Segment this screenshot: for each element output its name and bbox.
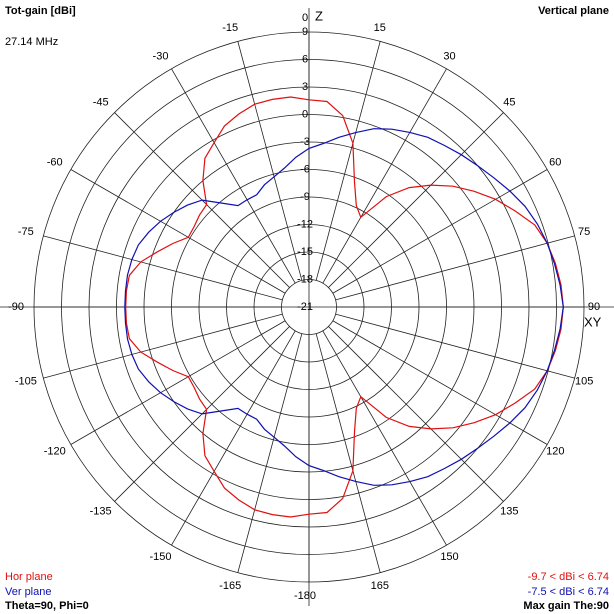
grid-spoke — [43, 313, 283, 379]
grid-spoke — [315, 333, 381, 573]
r-tick-label: -12 — [297, 218, 313, 230]
theta-tick-label: 150 — [440, 551, 458, 563]
grid-spoke — [70, 320, 286, 445]
theta-tick-label: 165 — [371, 580, 389, 592]
theta-tick-label: -15 — [222, 22, 238, 34]
grid-spoke — [171, 330, 296, 546]
r-tick-label: -15 — [297, 246, 313, 258]
grid-spoke — [322, 68, 447, 284]
theta-tick-label: 45 — [503, 97, 515, 109]
r-tick-label: 6 — [302, 53, 308, 65]
grid-spoke — [322, 330, 447, 546]
theta-tick-label: 75 — [578, 226, 590, 238]
theta-tick-label: 15 — [374, 22, 386, 34]
grid-spoke — [43, 235, 283, 301]
r-tick-label: -6 — [300, 163, 310, 175]
theta-tick-label: -180 — [294, 590, 316, 602]
plane-label: Vertical plane — [538, 5, 609, 17]
grid-spoke — [335, 235, 575, 301]
grid-spoke — [335, 313, 575, 379]
r-tick-label: -3 — [300, 136, 310, 148]
range-label: -7.5 < dBi < 6.74 — [528, 586, 609, 598]
theta-tick-label: -30 — [153, 51, 169, 63]
theta-tick-label: -150 — [149, 551, 171, 563]
theta-tick-label: 120 — [546, 445, 564, 457]
r-tick-label: 3 — [302, 81, 308, 93]
theta-tick-label: -75 — [18, 226, 34, 238]
theta-tick-label: -45 — [93, 97, 109, 109]
condition-label: Theta=90, Phi=0 — [5, 600, 89, 612]
r-tick-label: 9 — [302, 26, 308, 38]
theta-tick-label: 30 — [443, 51, 455, 63]
legend-entry: Ver plane — [5, 586, 51, 598]
r-tick-label: -9 — [300, 191, 310, 203]
frequency-label: 27.14 MHz — [5, 36, 58, 48]
pattern-curve — [125, 96, 564, 518]
z-axis-label: Z — [315, 8, 323, 23]
theta-tick-label: -105 — [15, 376, 37, 388]
pattern-curve — [124, 128, 564, 486]
theta-tick-label: -120 — [44, 445, 66, 457]
theta-tick-label: 0 — [302, 12, 308, 24]
grid-spoke — [70, 169, 286, 294]
r-tick-label: 0 — [302, 108, 308, 120]
theta-tick-label: 135 — [500, 505, 518, 517]
grid-spoke — [171, 68, 296, 284]
chart-title: Tot-gain [dBi] — [5, 5, 76, 17]
xy-axis-label: XY — [584, 314, 602, 329]
grid-spoke — [332, 169, 548, 294]
theta-tick-label: -135 — [90, 505, 112, 517]
theta-tick-label: -165 — [219, 580, 241, 592]
grid-spoke — [328, 326, 504, 502]
grid-spoke — [315, 41, 381, 281]
range-label: -9.7 < dBi < 6.74 — [528, 571, 609, 583]
theta-tick-label: 90 — [588, 301, 600, 313]
theta-tick-label: -60 — [47, 156, 63, 168]
grid-spoke — [332, 320, 548, 445]
legend-entry: Hor plane — [5, 571, 53, 583]
r-tick-label: -18 — [297, 273, 313, 285]
theta-tick-label: 105 — [575, 376, 593, 388]
grid-spoke — [328, 112, 504, 288]
max-gain-label: Max gain The:90 — [523, 600, 609, 612]
theta-tick-label: 60 — [549, 156, 561, 168]
grid-spoke — [237, 41, 303, 281]
r-tick-label: -21 — [297, 301, 313, 313]
grid-spoke — [237, 333, 303, 573]
theta-tick-label: -90 — [8, 301, 24, 313]
